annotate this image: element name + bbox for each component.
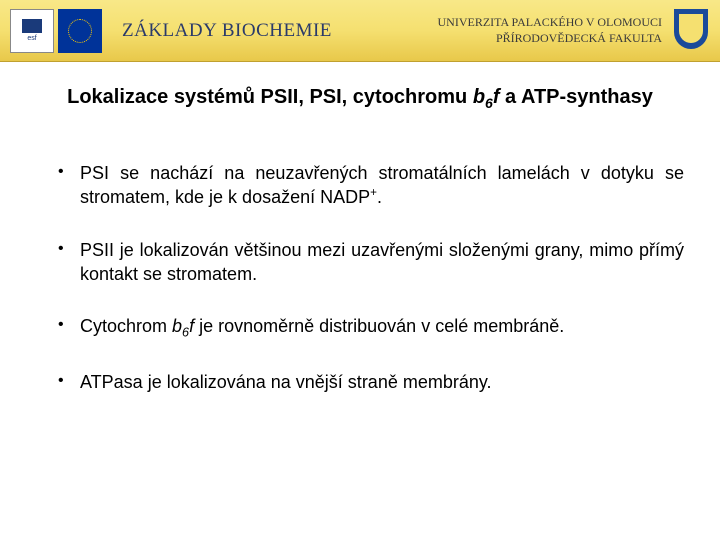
slide-title: Lokalizace systémů PSII, PSI, cytochromu… xyxy=(36,86,684,111)
university-shield-icon xyxy=(672,7,710,55)
bullet-list: PSI se nachází na neuzavřených stromatál… xyxy=(36,161,684,394)
bullet-item: PSI se nachází na neuzavřených stromatál… xyxy=(58,161,684,210)
subject-title: ZÁKLADY BIOCHEMIE xyxy=(122,20,438,42)
university-block: UNIVERZITA PALACKÉHO V OLOMOUCI PŘÍRODOV… xyxy=(438,15,663,46)
slide-content: Lokalizace systémů PSII, PSI, cytochromu… xyxy=(0,62,720,442)
bullet-item: PSII je lokalizován většinou mezi uzavře… xyxy=(58,238,684,287)
header-banner: esf ZÁKLADY BIOCHEMIE UNIVERZITA PALACKÉ… xyxy=(0,0,720,62)
bullet-item: Cytochrom b6f je rovnoměrně distribuován… xyxy=(58,314,684,342)
eu-flag-icon xyxy=(58,9,102,53)
esf-label: esf xyxy=(27,35,36,42)
university-name: UNIVERZITA PALACKÉHO V OLOMOUCI xyxy=(438,15,663,31)
esf-logo: esf xyxy=(10,9,54,53)
esf-stars-icon xyxy=(22,19,42,33)
bullet-item: ATPasa je lokalizována na vnější straně … xyxy=(58,370,684,394)
faculty-name: PŘÍRODOVĚDECKÁ FAKULTA xyxy=(438,31,663,47)
